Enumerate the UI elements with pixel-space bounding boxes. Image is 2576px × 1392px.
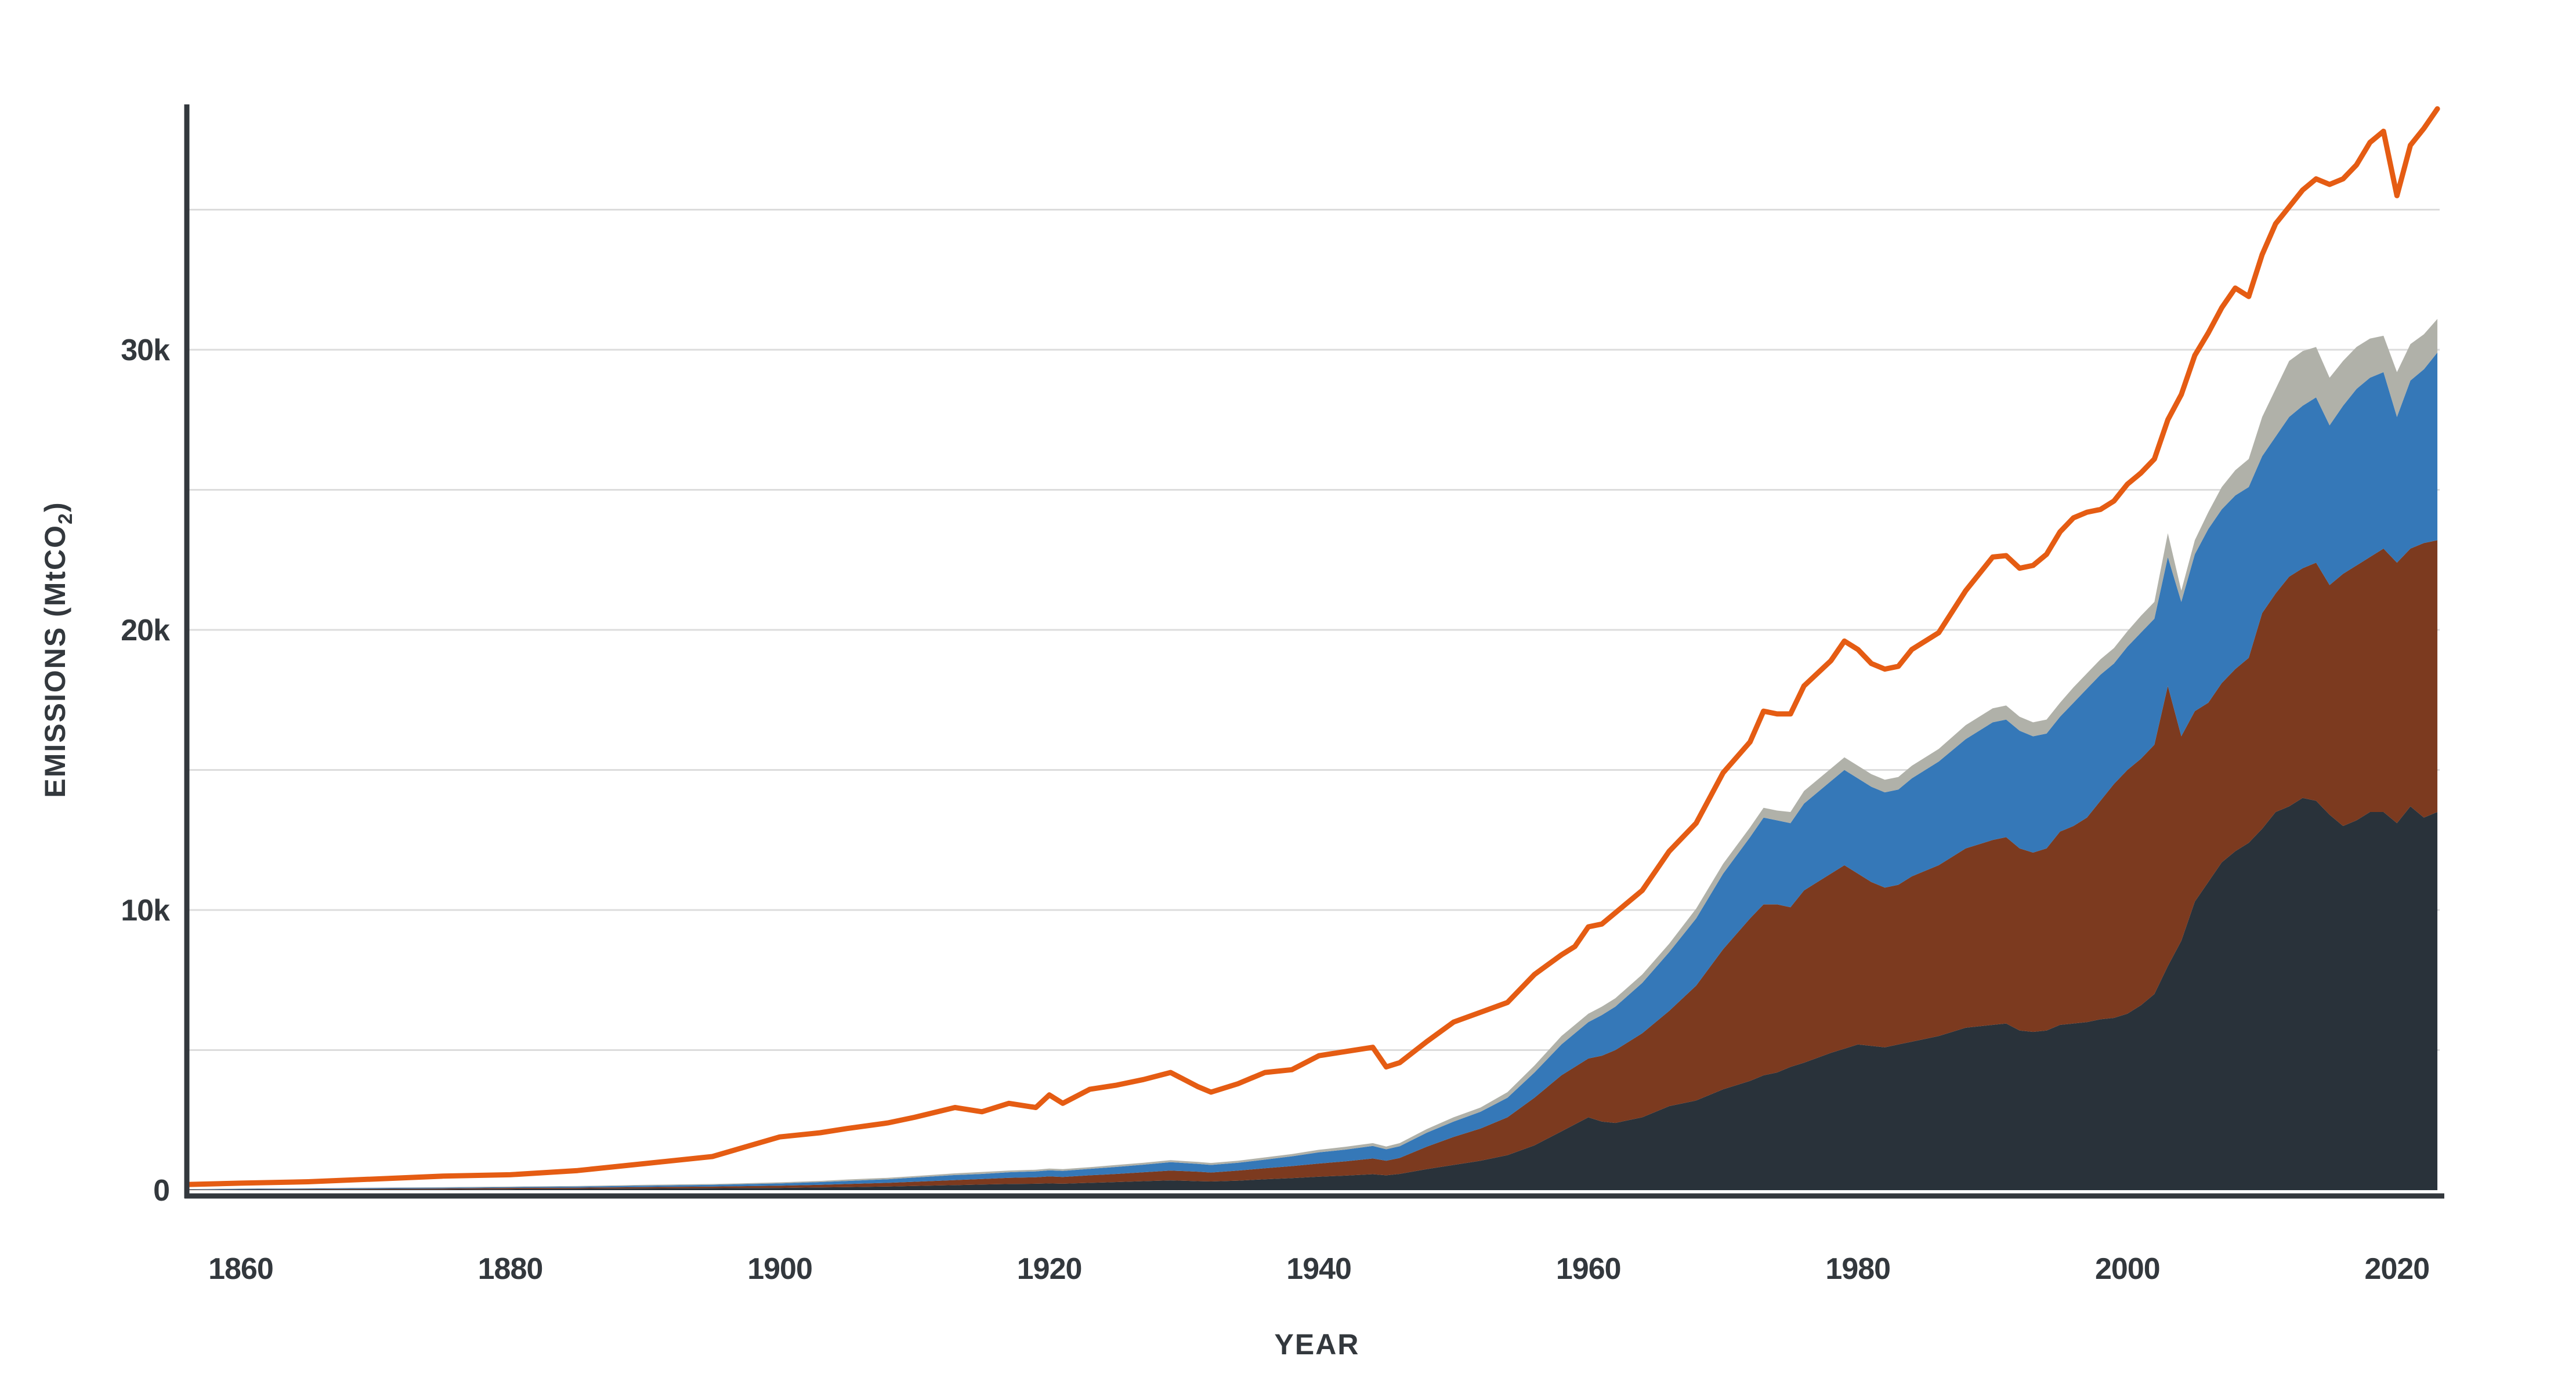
x-tick-label-1880: 1880 bbox=[478, 1252, 543, 1286]
axes bbox=[184, 104, 2444, 1199]
gridlines bbox=[187, 209, 2440, 1051]
x-tick-label-1900: 1900 bbox=[747, 1252, 812, 1286]
x-tick-label-2000: 2000 bbox=[2095, 1252, 2160, 1286]
area-band-blue bbox=[187, 352, 2438, 1190]
x-tick-label-2020: 2020 bbox=[2365, 1252, 2430, 1286]
area-band-brown bbox=[187, 540, 2438, 1190]
x-tick-label-1960: 1960 bbox=[1556, 1252, 1621, 1286]
x-tick-label-1980: 1980 bbox=[1825, 1252, 1890, 1286]
total-line bbox=[184, 106, 2440, 1187]
x-tick-label-1940: 1940 bbox=[1286, 1252, 1351, 1286]
y-tick-label-10k: 10k bbox=[121, 894, 170, 927]
y-tick-label-30k: 30k bbox=[121, 334, 170, 367]
y-axis-title: EMISSIONS (MtCO2) bbox=[39, 501, 77, 798]
stacked-areas bbox=[187, 318, 2438, 1190]
y-tick-label-20k: 20k bbox=[121, 614, 170, 647]
x-tick-label-1920: 1920 bbox=[1017, 1252, 1082, 1286]
axis-labels: 0 10k 20k 30k 1860 1880 1900 1920 1940 1960 1980 20… bbox=[39, 334, 2430, 1361]
y-tick-label-0: 0 bbox=[153, 1174, 169, 1208]
line-total bbox=[184, 106, 2440, 1187]
x-tick-label-1860: 1860 bbox=[208, 1252, 273, 1286]
area-band-dark bbox=[187, 798, 2438, 1190]
x-axis-title: YEAR bbox=[1275, 1328, 1360, 1361]
